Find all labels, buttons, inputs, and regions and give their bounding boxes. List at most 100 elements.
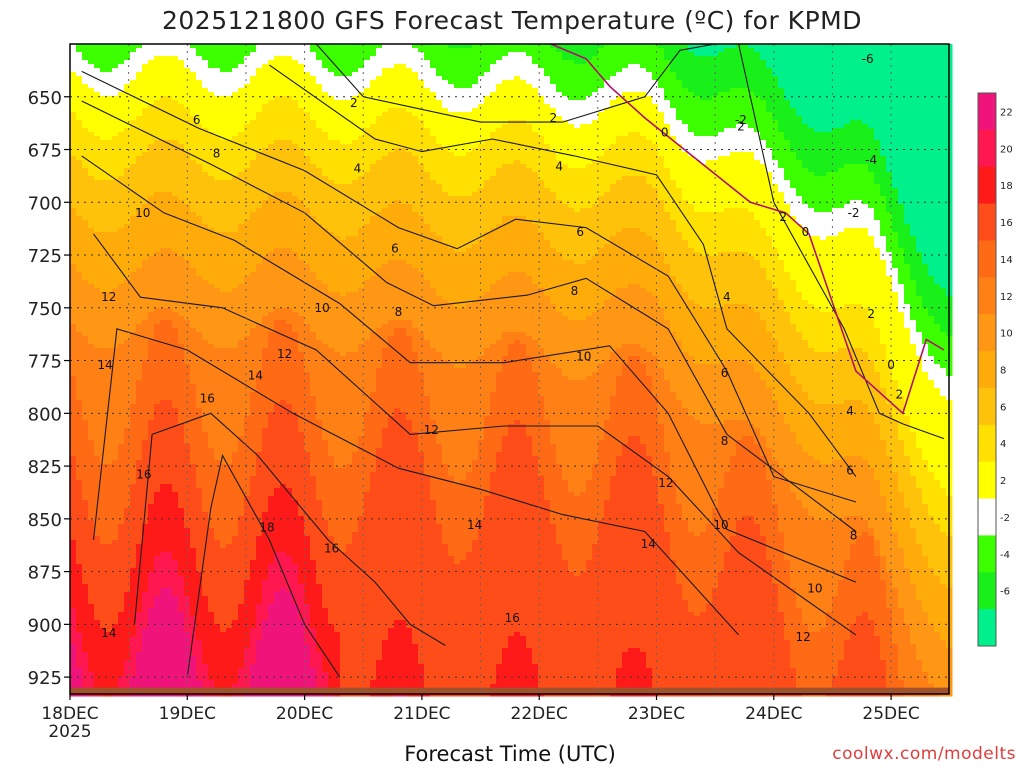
contour-label: 8 <box>721 434 729 448</box>
x-tick-label: 21DEC <box>393 704 450 724</box>
legend-label: 6 <box>1000 402 1006 413</box>
contour-label: 8 <box>571 284 579 298</box>
legend-swatch <box>978 425 996 462</box>
contour-label: 4 <box>723 290 731 304</box>
y-tick-label: 800 <box>28 404 62 425</box>
contour-label: 2 <box>549 111 557 125</box>
contour-label: 8 <box>850 529 858 543</box>
contour-label: 12 <box>101 290 116 304</box>
contour-label: 12 <box>658 476 673 490</box>
legend-label: 8 <box>1000 366 1006 377</box>
contour-label: 14 <box>101 626 116 640</box>
y-tick-label: 675 <box>28 141 62 162</box>
contour-label: 4 <box>354 162 362 176</box>
y-tick-label: 825 <box>28 457 62 478</box>
legend-label: -4 <box>1000 550 1010 561</box>
contour-label: 14 <box>248 368 263 382</box>
legend-label: 22 <box>1000 107 1013 118</box>
contour-label: 16 <box>324 541 339 555</box>
legend-swatch <box>978 167 996 204</box>
contour-label: 14 <box>467 518 482 532</box>
legend-swatch <box>978 277 996 314</box>
contour-label: 6 <box>391 242 399 256</box>
legend-label: 16 <box>1000 218 1013 229</box>
legend-swatch <box>978 462 996 499</box>
contour-label: 12 <box>424 423 439 437</box>
legend-swatch <box>978 572 996 609</box>
x-tick-label: 19DEC <box>159 704 216 724</box>
contour-label: 14 <box>641 537 656 551</box>
contour-label: 6 <box>576 225 584 239</box>
contour-label: 16 <box>505 611 520 625</box>
contour-label: 8 <box>395 305 403 319</box>
legend-label: -6 <box>1000 587 1010 598</box>
legend-swatch <box>978 240 996 277</box>
contour-label: -2 <box>848 206 860 220</box>
legend-swatch <box>978 499 996 536</box>
contour-label: 2 <box>895 387 903 401</box>
forecast-chart: 2222220004 444666668888810101010101212121… <box>0 0 1024 768</box>
x-tick-label: 23DEC <box>628 704 685 724</box>
contour-label: 14 <box>98 358 113 372</box>
contour-label: 10 <box>713 518 728 532</box>
terrain-strip <box>70 688 949 694</box>
legend-label: -2 <box>1000 513 1010 524</box>
legend-swatch <box>978 351 996 388</box>
contour-label: 10 <box>807 581 822 595</box>
y-axis: 650 675 700 725 750 775 800 825 850 875 900 925 <box>28 88 70 689</box>
y-tick-label: 700 <box>28 193 62 214</box>
legend-swatch <box>978 388 996 425</box>
y-tick-label: 725 <box>28 246 62 267</box>
y-tick-label: 900 <box>28 615 62 636</box>
legend-label: 18 <box>1000 181 1013 192</box>
legend-label: 2 <box>1000 476 1006 487</box>
x-tick-label: 25DEC <box>862 704 919 724</box>
legend-swatch <box>978 314 996 351</box>
contour-label: 8 <box>213 147 221 161</box>
temperature-field <box>70 44 953 697</box>
contour-label: -2 <box>735 113 747 127</box>
y-tick-label: 775 <box>28 352 62 373</box>
contour-label: 0 <box>802 225 810 239</box>
legend-label: 10 <box>1000 329 1013 340</box>
contour-label: 6 <box>193 113 201 127</box>
contour-label: 0 <box>887 358 895 372</box>
contour-label: 10 <box>315 301 330 315</box>
contour-label: 2 <box>779 210 787 224</box>
contour-label: 16 <box>136 468 151 482</box>
contour-label: 16 <box>200 392 215 406</box>
legend-swatch <box>978 130 996 167</box>
contour-label: 12 <box>795 630 810 644</box>
legend-swatch <box>978 204 996 241</box>
contour-label: 6 <box>846 463 854 477</box>
contour-label: -6 <box>862 52 874 66</box>
legend-label: 20 <box>1000 144 1013 155</box>
legend-swatch <box>978 609 996 646</box>
color-legend: 22 20 18 16 14 12 10 8 6 4 2 -2 -4 -6 <box>978 93 1013 647</box>
x-tick-label: 20DEC <box>276 704 333 724</box>
contour-label: 10 <box>576 349 591 363</box>
legend-swatch <box>978 93 996 130</box>
x-tick-year: 2025 <box>48 722 91 742</box>
legend-label: 12 <box>1000 292 1013 303</box>
contour-label: 10 <box>135 206 150 220</box>
x-tick-label: 24DEC <box>745 704 802 724</box>
x-tick-label: 18DEC <box>41 704 98 724</box>
y-tick-label: 850 <box>28 510 62 531</box>
legend-label: 4 <box>1000 439 1006 450</box>
x-tick-label: 22DEC <box>511 704 568 724</box>
contour-label: 12 <box>277 347 292 361</box>
contour-label: 0 <box>661 126 669 140</box>
contour-label: 18 <box>259 520 274 534</box>
contour-label: 6 <box>721 366 729 380</box>
x-axis: 18DEC 19DEC 20DEC 21DEC 22DEC 23DEC 24DEC 25DEC… <box>41 694 919 742</box>
y-tick-label: 875 <box>28 563 62 584</box>
contour-label: 4 <box>846 404 854 418</box>
y-tick-label: 750 <box>28 299 62 320</box>
contour-label: 2 <box>867 307 875 321</box>
legend-label: 14 <box>1000 255 1013 266</box>
legend-swatch <box>978 535 996 572</box>
y-tick-label: 650 <box>28 88 62 109</box>
y-tick-label: 925 <box>28 668 62 689</box>
contour-label: 4 <box>555 159 563 173</box>
